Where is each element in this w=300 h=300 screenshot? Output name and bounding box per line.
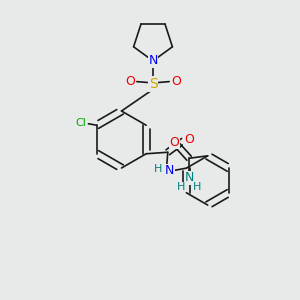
Text: H: H <box>176 182 185 192</box>
Text: H: H <box>154 164 162 174</box>
Text: Cl: Cl <box>76 118 87 128</box>
Text: N: N <box>165 164 175 177</box>
Text: N: N <box>184 171 194 184</box>
Text: S: S <box>148 77 158 91</box>
Text: O: O <box>171 75 181 88</box>
Text: O: O <box>169 136 179 148</box>
Text: O: O <box>184 133 194 146</box>
Text: O: O <box>125 75 135 88</box>
Text: N: N <box>148 54 158 68</box>
Text: H: H <box>193 182 202 192</box>
